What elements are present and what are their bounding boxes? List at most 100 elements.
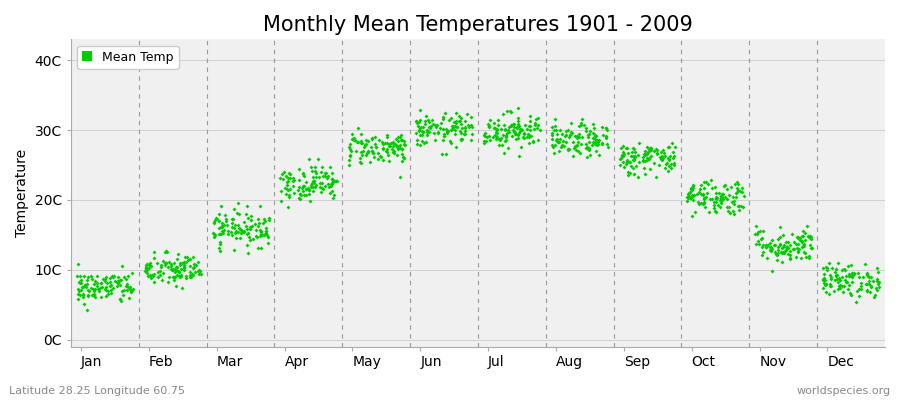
Point [216, 230, 230, 236]
Point [649, 151, 663, 157]
Point [237, 228, 251, 234]
Point [860, 272, 874, 278]
Point [805, 245, 819, 251]
Point [214, 228, 229, 234]
Point [492, 136, 507, 142]
Point [795, 233, 809, 239]
Point [315, 185, 329, 191]
Point [555, 130, 570, 137]
Point [527, 122, 542, 128]
Point [663, 153, 678, 159]
Point [458, 118, 473, 124]
Point [418, 139, 433, 146]
Point [681, 190, 696, 196]
Point [303, 182, 318, 188]
Point [562, 134, 576, 140]
Point [860, 288, 875, 295]
Point [510, 124, 525, 130]
Point [394, 146, 409, 153]
Point [254, 228, 268, 234]
Point [99, 286, 113, 293]
Point [478, 133, 492, 140]
Point [142, 272, 157, 278]
Point [626, 153, 641, 160]
Title: Monthly Mean Temperatures 1901 - 2009: Monthly Mean Temperatures 1901 - 2009 [263, 15, 693, 35]
Point [499, 137, 513, 143]
Point [165, 266, 179, 273]
Point [157, 258, 171, 264]
Point [171, 268, 185, 274]
Point [871, 269, 886, 275]
Point [315, 186, 329, 192]
Point [443, 138, 457, 144]
Point [511, 120, 526, 127]
Point [448, 131, 463, 137]
Point [697, 195, 711, 202]
Point [765, 237, 779, 243]
Point [376, 141, 391, 148]
Point [863, 284, 878, 290]
Point [97, 286, 112, 292]
Point [101, 290, 115, 297]
Point [823, 282, 837, 289]
Point [569, 142, 583, 149]
Point [280, 179, 294, 186]
Point [350, 139, 365, 146]
Point [581, 145, 596, 151]
Point [302, 156, 316, 162]
Point [153, 268, 167, 274]
Point [325, 176, 339, 182]
Point [166, 274, 180, 280]
Point [755, 243, 770, 250]
Point [184, 274, 198, 280]
Point [568, 142, 582, 149]
Point [824, 274, 838, 280]
Point [629, 163, 643, 170]
Point [173, 259, 187, 266]
Point [446, 124, 460, 130]
Point [846, 271, 860, 278]
Point [192, 271, 206, 277]
Point [553, 136, 567, 142]
Point [822, 290, 836, 297]
Point [549, 127, 563, 133]
Point [599, 127, 614, 134]
Point [166, 277, 181, 283]
Point [303, 184, 318, 191]
Point [480, 134, 494, 140]
Point [306, 174, 320, 180]
Point [261, 234, 275, 240]
Point [97, 278, 112, 284]
Point [490, 132, 504, 139]
Point [345, 136, 359, 142]
Point [244, 213, 258, 219]
Point [164, 266, 178, 272]
Point [244, 217, 258, 223]
Point [840, 279, 854, 286]
Point [524, 133, 538, 139]
Point [212, 224, 226, 231]
Point [392, 174, 407, 180]
Point [686, 185, 700, 192]
Point [440, 130, 454, 136]
Point [237, 219, 251, 225]
Point [420, 129, 435, 136]
Point [710, 201, 724, 208]
Point [802, 234, 816, 240]
Point [308, 163, 322, 170]
Point [436, 136, 450, 143]
Point [849, 299, 863, 305]
Point [491, 142, 506, 148]
Point [796, 232, 810, 239]
Point [482, 123, 496, 130]
Point [369, 144, 383, 150]
Point [464, 114, 478, 120]
Point [225, 216, 239, 222]
Point [431, 130, 446, 136]
Point [254, 229, 268, 235]
Point [233, 227, 248, 233]
Point [173, 262, 187, 268]
Point [253, 203, 267, 210]
Point [787, 238, 801, 245]
Point [158, 262, 172, 269]
